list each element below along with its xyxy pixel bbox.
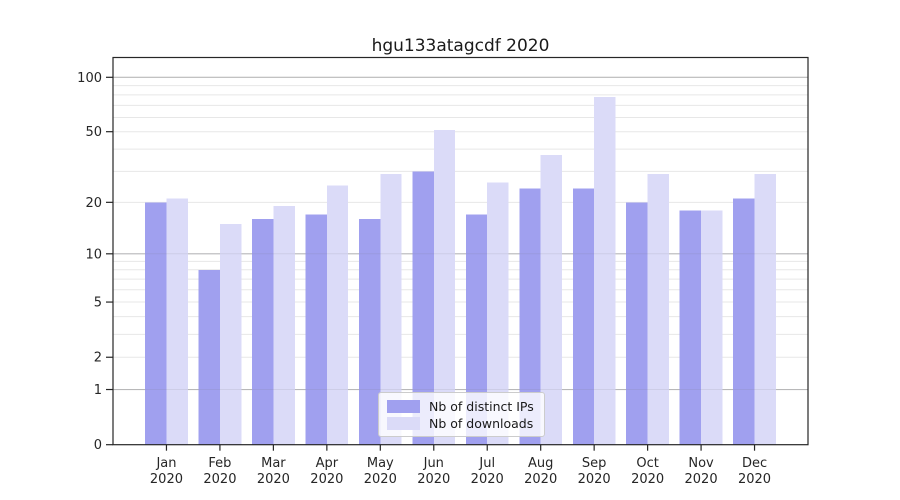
bar-distinct-ips-jun bbox=[412, 171, 434, 445]
x-tick-label-year: 2020 bbox=[203, 472, 236, 487]
x-tick-label-month: Jul bbox=[478, 456, 495, 471]
y-tick-label: 5 bbox=[94, 296, 102, 311]
bar-downloads-jul bbox=[487, 182, 509, 445]
bar-distinct-ips-jan bbox=[145, 202, 167, 445]
bar-distinct-ips-dec bbox=[733, 198, 755, 445]
x-tick-label-year: 2020 bbox=[364, 472, 397, 487]
bar-distinct-ips-feb bbox=[198, 269, 220, 445]
bar-downloads-dec bbox=[754, 173, 776, 445]
y-tick-label: 100 bbox=[77, 71, 102, 86]
x-tick-label-month: May bbox=[367, 456, 394, 471]
plot-border bbox=[112, 56, 809, 446]
bar-downloads-oct bbox=[647, 173, 669, 445]
y-tick-label: 1 bbox=[94, 383, 102, 398]
legend-item-distinct-ips: Nb of distinct IPs bbox=[387, 399, 536, 415]
legend-item-downloads: Nb of downloads bbox=[387, 416, 536, 432]
bar-distinct-ips-aug bbox=[519, 188, 541, 445]
legend-label-downloads: Nb of downloads bbox=[429, 416, 534, 431]
x-tick-label-month: Feb bbox=[208, 456, 231, 471]
chart-title: hgu133atagcdf 2020 bbox=[371, 36, 550, 56]
bar-distinct-ips-may bbox=[358, 219, 381, 445]
x-tick-label-month: Dec bbox=[742, 456, 767, 471]
bar-downloads-may bbox=[380, 173, 402, 445]
x-tick-label-year: 2020 bbox=[738, 472, 771, 487]
bar-distinct-ips-oct bbox=[626, 202, 648, 445]
x-tick-label-month: Nov bbox=[688, 456, 714, 471]
bar-distinct-ips-jul bbox=[465, 214, 488, 445]
x-tick-label-year: 2020 bbox=[150, 472, 183, 487]
x-tick-label-month: Sep bbox=[582, 456, 607, 471]
y-tick-label: 0 bbox=[94, 438, 102, 453]
legend-swatch-downloads bbox=[387, 417, 420, 430]
legend-swatch-distinct-ips bbox=[387, 400, 420, 413]
bar-downloads-jun bbox=[433, 130, 456, 445]
bar-downloads-aug bbox=[540, 155, 563, 445]
bar-downloads-jan bbox=[166, 198, 188, 445]
x-tick-label-month: Oct bbox=[636, 456, 658, 471]
bar-distinct-ips-mar bbox=[252, 219, 274, 445]
bar-distinct-ips-sep bbox=[572, 188, 595, 445]
x-tick-label-month: Aug bbox=[528, 456, 553, 471]
y-tick-label: 20 bbox=[85, 196, 102, 211]
x-tick-label-month: Jun bbox=[423, 456, 444, 471]
bar-downloads-apr bbox=[326, 185, 349, 445]
x-tick-label-year: 2020 bbox=[471, 472, 504, 487]
x-tick-label-month: Jan bbox=[155, 456, 176, 471]
x-tick-label-month: Mar bbox=[261, 456, 286, 471]
x-tick-label-year: 2020 bbox=[257, 472, 290, 487]
legend: Nb of distinct IPs Nb of downloads bbox=[378, 392, 545, 437]
x-tick-label-year: 2020 bbox=[685, 472, 718, 487]
legend-label-distinct-ips: Nb of distinct IPs bbox=[429, 399, 534, 414]
bar-distinct-ips-nov bbox=[679, 210, 702, 445]
bar-downloads-nov bbox=[701, 210, 723, 445]
x-tick-label-year: 2020 bbox=[578, 472, 611, 487]
bar-downloads-mar bbox=[273, 206, 295, 445]
bar-downloads-feb bbox=[219, 223, 242, 445]
y-tick-label: 10 bbox=[85, 247, 102, 262]
x-tick-label-year: 2020 bbox=[631, 472, 664, 487]
x-tick-label-year: 2020 bbox=[310, 472, 343, 487]
y-tick-label: 50 bbox=[85, 125, 102, 140]
x-tick-label-year: 2020 bbox=[524, 472, 557, 487]
bar-downloads-sep bbox=[594, 96, 616, 445]
x-tick-label-month: Apr bbox=[316, 456, 339, 471]
bar-distinct-ips-apr bbox=[305, 214, 327, 445]
x-tick-label-year: 2020 bbox=[417, 472, 450, 487]
y-tick-label: 2 bbox=[94, 351, 102, 366]
